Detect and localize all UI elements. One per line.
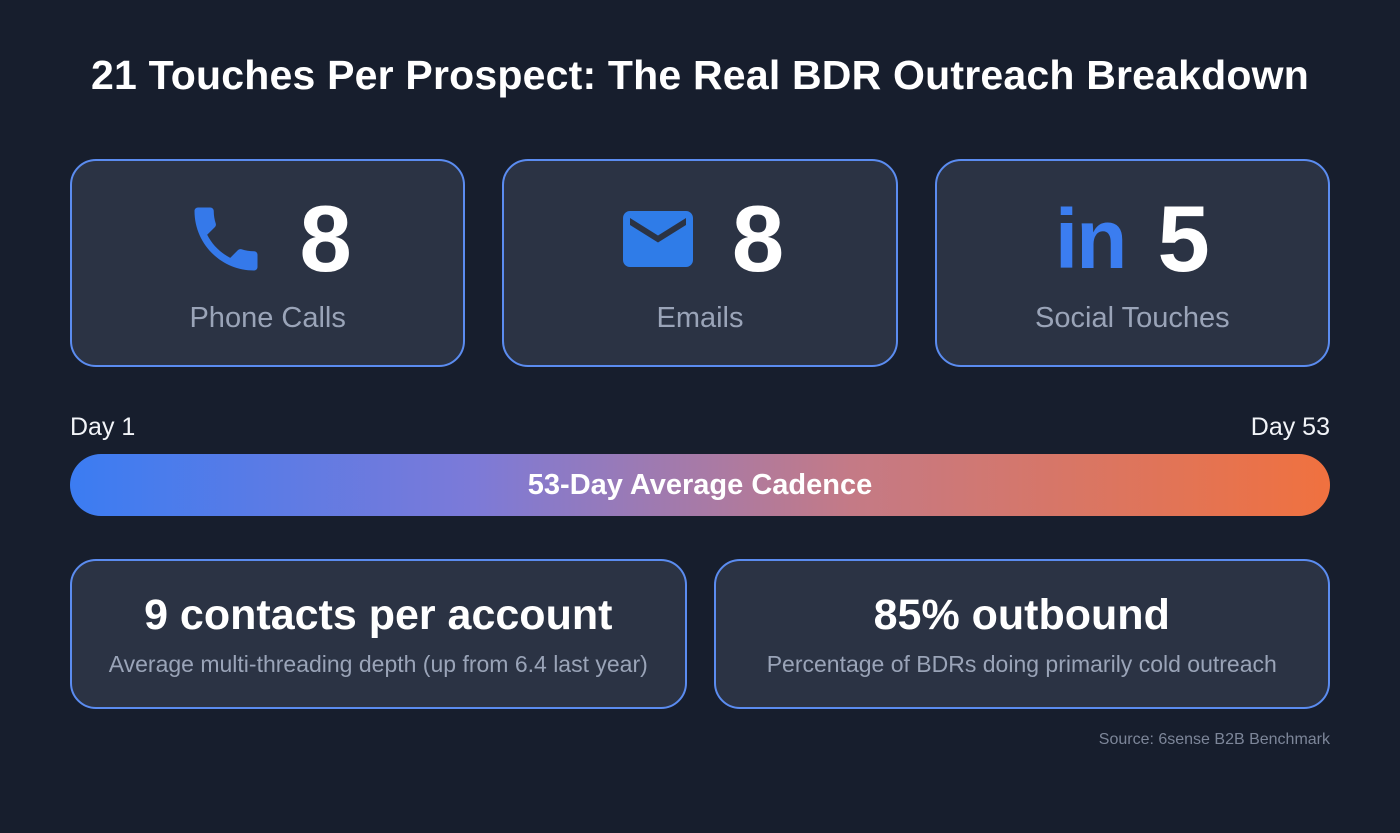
cadence-bar-label: 53-Day Average Cadence (527, 468, 873, 501)
phone-card-top: 8 (184, 185, 352, 291)
phone-calls-value: 8 (299, 185, 352, 291)
source-attribution: Source: 6sense B2B Benchmark (1098, 731, 1330, 748)
cadence-day-labels: Day 1 Day 53 (70, 413, 1330, 442)
stat-cards-row: 9 contacts per account Average multi-thr… (70, 559, 1330, 709)
emails-value: 8 (731, 185, 785, 291)
phone-calls-card: 8 Phone Calls (70, 159, 466, 367)
social-card-top: in 5 (1054, 185, 1210, 291)
emails-card: 8 Emails (502, 159, 898, 367)
contacts-per-account-heading: 9 contacts per account (144, 590, 613, 639)
touch-cards-row: 8 Phone Calls 8 Emails in 5 Social Touch… (70, 159, 1330, 367)
social-touches-card: in 5 Social Touches (934, 159, 1330, 367)
contacts-per-account-subtext: Average multi-threading depth (up from 6… (108, 650, 648, 677)
social-touches-label: Social Touches (1035, 301, 1230, 334)
outbound-percentage-heading: 85% outbound (873, 590, 1170, 639)
outbound-percentage-card: 85% outbound Percentage of BDRs doing pr… (713, 559, 1330, 709)
page-title: 21 Touches Per Prospect: The Real BDR Ou… (91, 52, 1309, 98)
outbound-percentage-subtext: Percentage of BDRs doing primarily cold … (766, 650, 1277, 677)
social-touches-value: 5 (1157, 185, 1210, 291)
email-icon (616, 197, 700, 281)
emails-label: Emails (656, 301, 744, 334)
linkedin-icon: in (1054, 191, 1128, 286)
cadence-gradient-bar: 53-Day Average Cadence (70, 454, 1330, 516)
phone-calls-label: Phone Calls (189, 301, 346, 334)
cadence-start-label: Day 1 (70, 413, 136, 441)
contacts-per-account-card: 9 contacts per account Average multi-thr… (70, 559, 687, 709)
infographic-container: 21 Touches Per Prospect: The Real BDR Ou… (0, 52, 1400, 749)
email-card-top: 8 (616, 185, 785, 291)
phone-icon (184, 197, 268, 281)
cadence-end-label: Day 53 (1250, 413, 1330, 441)
